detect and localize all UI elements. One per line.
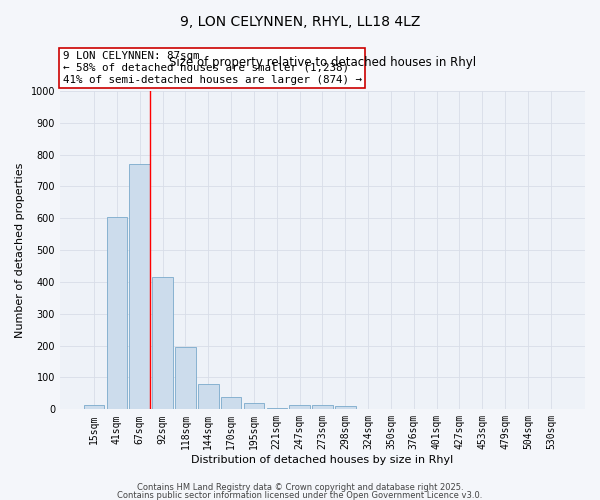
Text: Contains HM Land Registry data © Crown copyright and database right 2025.: Contains HM Land Registry data © Crown c… [137,484,463,492]
Bar [335,406,356,409]
Title: Size of property relative to detached houses in Rhyl: Size of property relative to detached ho… [169,56,476,69]
Text: 9 LON CELYNNEN: 87sqm
← 58% of detached houses are smaller (1,238)
41% of semi-d: 9 LON CELYNNEN: 87sqm ← 58% of detached … [62,52,362,84]
Bar [198,384,218,409]
X-axis label: Distribution of detached houses by size in Rhyl: Distribution of detached houses by size … [191,455,454,465]
Bar [266,408,287,410]
Bar [130,164,150,410]
Bar [84,404,104,409]
Text: 9, LON CELYNNEN, RHYL, LL18 4LZ: 9, LON CELYNNEN, RHYL, LL18 4LZ [180,15,420,29]
Y-axis label: Number of detached properties: Number of detached properties [15,162,25,338]
Text: Contains public sector information licensed under the Open Government Licence v3: Contains public sector information licen… [118,490,482,500]
Bar [107,216,127,410]
Bar [152,277,173,409]
Bar [312,405,333,409]
Bar [289,405,310,409]
Bar [221,397,241,409]
Bar [244,403,264,409]
Bar [175,347,196,410]
